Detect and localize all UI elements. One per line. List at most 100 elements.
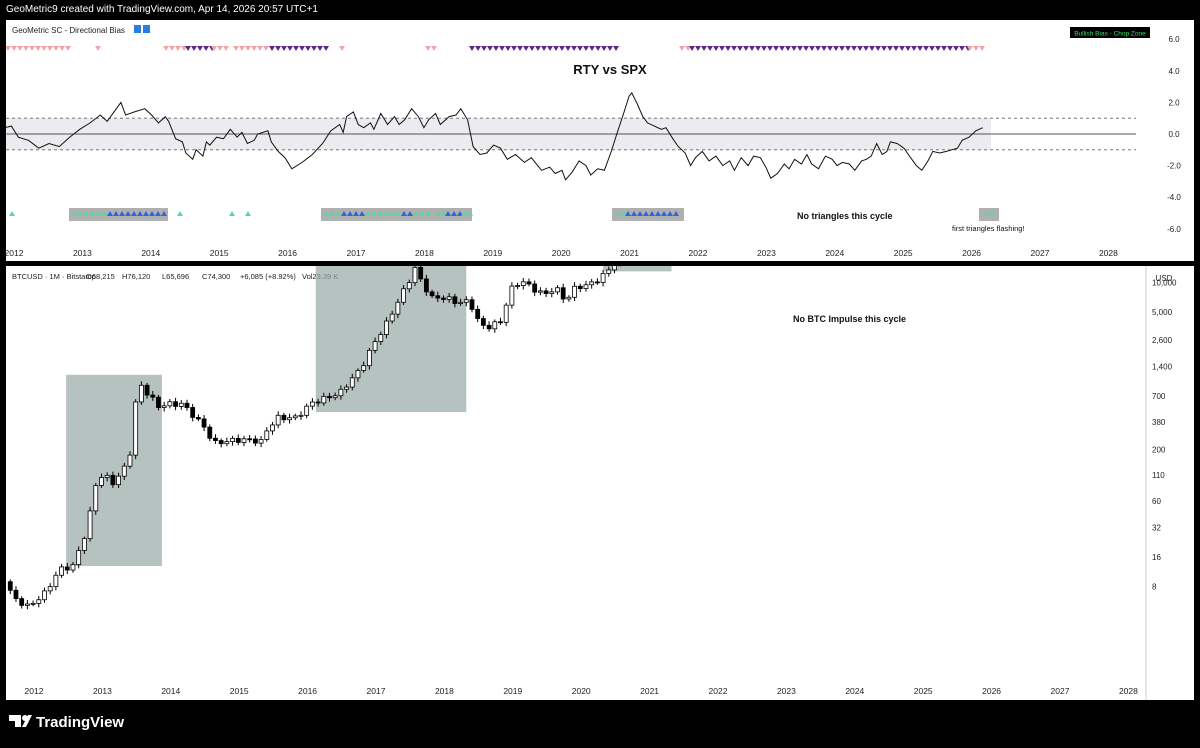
bias-marker	[869, 46, 875, 51]
bias-marker	[595, 46, 601, 51]
x-tick-label: 2017	[347, 248, 366, 258]
candle-body	[316, 402, 320, 403]
y-tick-label: 6.0	[1168, 35, 1180, 44]
bias-marker	[803, 46, 809, 51]
bias-marker	[887, 46, 893, 51]
candle	[527, 279, 531, 287]
candle	[202, 415, 206, 431]
bias-marker	[493, 46, 499, 51]
bias-marker	[41, 46, 47, 51]
x-tick-label: 2023	[777, 686, 796, 696]
bias-marker	[863, 46, 869, 51]
y-tick-label: -6.0	[1167, 225, 1181, 234]
candle-body	[447, 297, 451, 300]
candle-body	[356, 371, 360, 378]
bias-marker	[601, 46, 607, 51]
bias-marker	[6, 46, 11, 51]
candle	[305, 403, 309, 418]
bias-marker	[47, 46, 53, 51]
x-tick-label: 2020	[552, 248, 571, 258]
candle	[185, 400, 189, 411]
bias-marker	[203, 46, 209, 51]
bias-marker	[293, 46, 299, 51]
x-tick-label: 2018	[435, 686, 454, 696]
candle-body	[487, 325, 491, 328]
y-tick-label: 0.0	[1168, 130, 1180, 139]
candle	[162, 402, 166, 412]
bias-marker	[725, 46, 731, 51]
x-tick-label: 2024	[825, 248, 844, 258]
x-tick-label: 2024	[845, 686, 864, 696]
bias-marker	[767, 46, 773, 51]
legend-badge: Bullish Bias - Chop Zone	[1070, 27, 1150, 38]
triangle-zone-box	[979, 208, 999, 221]
candle-body	[65, 567, 69, 570]
candle	[37, 596, 41, 607]
candle-body	[31, 603, 35, 604]
bias-marker	[541, 46, 547, 51]
bias-marker	[583, 46, 589, 51]
candle	[504, 303, 508, 326]
candle-body	[94, 486, 98, 511]
price-tick-label: 60	[1152, 497, 1161, 506]
candle	[550, 288, 554, 297]
candle-body	[590, 282, 594, 285]
candle-body	[37, 600, 41, 604]
bias-marker	[275, 46, 281, 51]
candle	[14, 586, 18, 602]
bias-marker	[317, 46, 323, 51]
bias-marker	[95, 46, 101, 51]
candle-body	[607, 270, 611, 273]
x-tick-label: 2012	[6, 248, 24, 258]
candle	[567, 295, 571, 302]
bias-marker	[979, 46, 985, 51]
bias-marker	[305, 46, 311, 51]
candle	[225, 438, 229, 447]
bias-marker	[245, 46, 251, 51]
candle-body	[550, 292, 554, 294]
x-tick-label: 2028	[1099, 248, 1118, 258]
candle	[544, 288, 548, 297]
bias-marker	[689, 46, 695, 51]
candle	[54, 572, 58, 591]
candle-body	[259, 439, 263, 443]
candle-body	[510, 286, 514, 305]
candle-body	[595, 282, 599, 283]
candle	[590, 279, 594, 289]
bias-marker	[695, 46, 701, 51]
candle-body	[48, 587, 52, 591]
candle-body	[584, 285, 588, 289]
bias-marker	[893, 46, 899, 51]
candle-body	[82, 539, 86, 551]
bias-marker	[169, 46, 175, 51]
candle-body	[578, 286, 582, 288]
bias-marker	[185, 46, 191, 51]
bias-marker	[65, 46, 71, 51]
bias-marker	[827, 46, 833, 51]
candle	[231, 436, 235, 446]
bias-marker	[339, 46, 345, 51]
x-tick-label: 2014	[161, 686, 180, 696]
x-tick-label: 2025	[914, 686, 933, 696]
bias-marker	[833, 46, 839, 51]
bias-marker	[29, 46, 35, 51]
candle	[595, 278, 599, 285]
candle	[476, 306, 480, 323]
candle-body	[527, 282, 531, 284]
bias-marker	[191, 46, 197, 51]
candle-body	[470, 300, 474, 310]
ohlc-close: C74,300	[202, 272, 230, 281]
candle	[248, 435, 252, 442]
bias-marker	[535, 46, 541, 51]
bias-marker	[707, 46, 713, 51]
bias-marker	[559, 46, 565, 51]
bias-marker	[719, 46, 725, 51]
candle-body	[413, 267, 417, 282]
candle	[134, 399, 138, 459]
candle	[179, 400, 183, 410]
candle-body	[202, 419, 206, 427]
bias-marker	[743, 46, 749, 51]
tradingview-logo[interactable]: TradingView	[0, 700, 140, 743]
